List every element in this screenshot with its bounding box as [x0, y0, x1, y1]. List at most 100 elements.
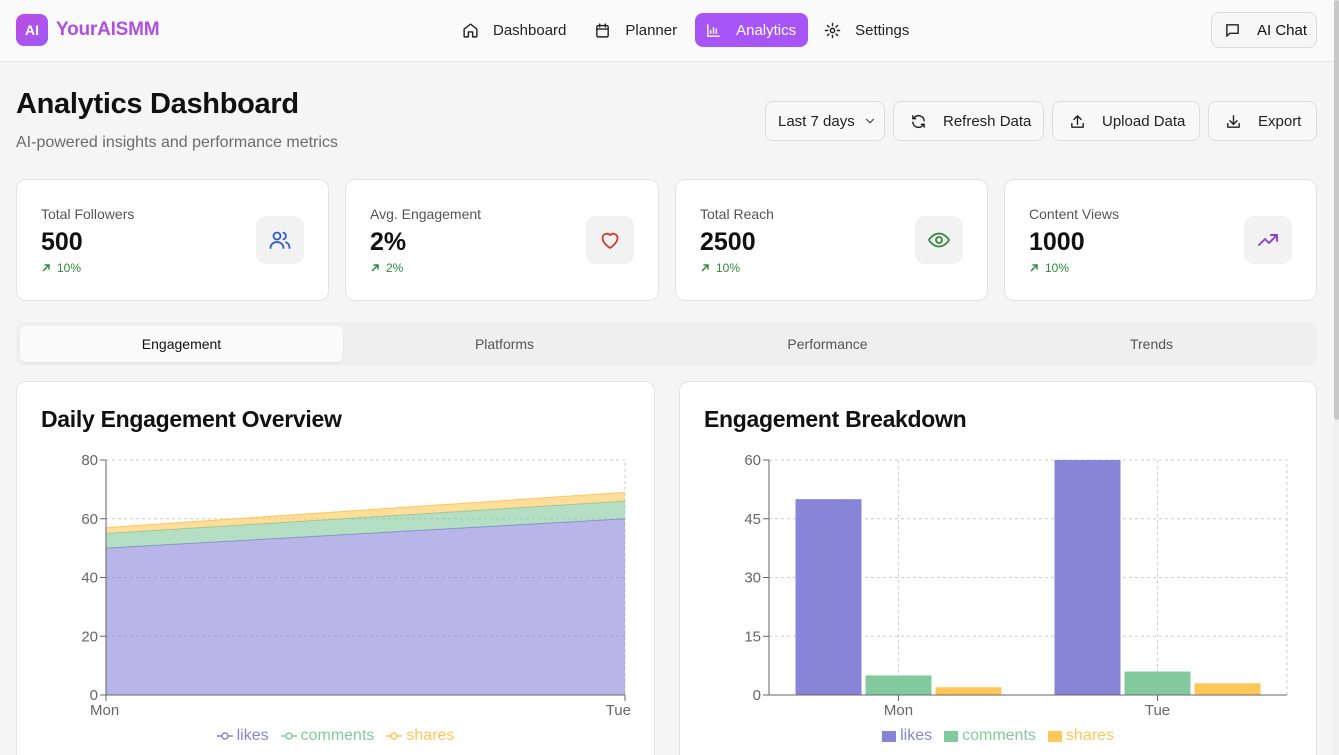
nav-dashboard[interactable]: Dashboard — [452, 13, 578, 47]
legend-comments[interactable]: comments — [944, 727, 1036, 745]
legend-shares[interactable]: shares — [1047, 727, 1114, 745]
legend-shares[interactable]: shares — [386, 727, 454, 745]
y-tick-label: 20 — [81, 628, 98, 645]
x-tick-label: Tue — [606, 702, 631, 719]
bar-likes — [1054, 460, 1121, 695]
nav-settings[interactable]: Settings — [814, 13, 921, 47]
bar-chart: 0 15 30 45 60 Mon Tue — [744, 452, 1288, 719]
arrow-up-right-icon — [42, 264, 50, 272]
message-icon — [1226, 23, 1239, 37]
date-range-select[interactable]: Last 7 days — [765, 101, 885, 141]
stat-card-views: Content Views 1000 10% — [1004, 179, 1317, 301]
stat-card-engagement: Avg. Engagement 2% 2% — [345, 179, 659, 301]
area-comments — [106, 501, 625, 549]
download-icon — [1227, 114, 1240, 128]
upload-label: Upload Data — [1102, 112, 1186, 130]
chart-legend: likes comments shares — [17, 727, 654, 745]
stat-trend-value: 10% — [1045, 261, 1070, 275]
x-tick-label: Mon — [90, 702, 119, 719]
arrow-up-right-icon — [371, 264, 379, 272]
stat-trend-value: 10% — [716, 261, 741, 275]
bar-chart-icon — [707, 23, 720, 37]
nav-analytics[interactable]: Analytics — [695, 13, 809, 47]
stat-value: 2500 — [700, 228, 756, 256]
tab-platforms[interactable]: Platforms — [474, 336, 535, 352]
stat-label: Avg. Engagement — [370, 206, 482, 222]
heart-icon — [586, 216, 634, 264]
legend-label: shares — [1065, 727, 1114, 744]
refresh-data-button[interactable]: Refresh Data — [893, 101, 1044, 141]
gear-icon — [824, 22, 841, 38]
legend-label: shares — [406, 727, 455, 744]
stat-value: 500 — [41, 228, 83, 256]
logo-badge: AI — [16, 14, 48, 46]
tab-performance[interactable]: Performance — [787, 336, 868, 352]
stat-label: Total Reach — [700, 206, 774, 222]
bar-shares — [1194, 683, 1261, 695]
refresh-icon — [912, 114, 925, 128]
line-comments — [105, 500, 626, 534]
bar-likes — [795, 499, 862, 695]
x-tick-label: Mon — [884, 702, 913, 719]
page-title: Analytics Dashboard — [16, 88, 299, 120]
arrow-up-right-icon — [701, 264, 709, 272]
legend-label: likes — [900, 727, 933, 744]
stat-trend: 10% — [41, 261, 81, 275]
arrow-up-right-icon — [1030, 264, 1038, 272]
y-tick-label: 0 — [753, 687, 761, 704]
chart-title: Engagement Breakdown — [704, 406, 967, 432]
nav-label: Dashboard — [493, 21, 567, 39]
app-logo[interactable]: AI YourAISMM — [16, 14, 160, 46]
y-tick-label: 45 — [744, 511, 761, 528]
y-tick-label: 30 — [744, 570, 761, 587]
nav-planner[interactable]: Planner — [584, 13, 689, 47]
scrollbar-thumb[interactable] — [1334, 0, 1339, 420]
legend-swatch — [944, 730, 959, 742]
legend-label: comments — [300, 727, 375, 744]
stat-label: Total Followers — [41, 206, 135, 222]
stat-trend: 10% — [700, 261, 740, 275]
stat-card-reach: Total Reach 2500 10% — [675, 179, 988, 301]
stat-label: Content Views — [1029, 206, 1120, 222]
stat-value: 2% — [370, 228, 407, 256]
tab-trends[interactable]: Trends — [1129, 336, 1174, 352]
legend-comments[interactable]: comments — [280, 727, 375, 745]
scrollbar[interactable] — [1334, 0, 1339, 755]
stat-trend: 2% — [370, 261, 403, 275]
legend-likes[interactable]: likes — [882, 727, 932, 745]
area-chart: 0 20 40 60 80 Mon Tue — [81, 452, 631, 719]
nav-label: Analytics — [736, 21, 797, 39]
y-tick-label: 60 — [81, 511, 98, 528]
stat-trend-value: 2% — [386, 261, 404, 275]
users-icon — [256, 216, 304, 264]
analytics-tabs: Engagement Platforms Performance Trends — [16, 322, 1317, 366]
engagement-breakdown-panel: Engagement Breakdown 0 15 30 45 60 Mon Tue lik… — [679, 381, 1317, 755]
export-button[interactable]: Export — [1208, 101, 1317, 141]
legend-line-icon — [280, 732, 297, 740]
upload-data-button[interactable]: Upload Data — [1052, 101, 1200, 141]
bar-shares — [935, 687, 1002, 695]
legend-line-icon — [216, 732, 233, 740]
eye-icon — [915, 216, 963, 264]
legend-line-icon — [386, 732, 403, 740]
export-label: Export — [1258, 112, 1302, 130]
ai-chat-label: AI Chat — [1257, 21, 1308, 39]
tab-engagement[interactable]: Engagement — [20, 326, 343, 362]
chevron-down-icon — [865, 118, 874, 124]
legend-swatch — [1047, 730, 1062, 742]
y-tick-label: 40 — [81, 570, 98, 587]
ai-chat-button[interactable]: AI Chat — [1211, 12, 1317, 48]
y-tick-label: 80 — [81, 452, 98, 469]
stat-value: 1000 — [1029, 228, 1085, 256]
bar-comments — [1124, 671, 1191, 695]
trending-up-icon — [1244, 216, 1292, 264]
stat-trend-value: 10% — [57, 261, 82, 275]
y-tick-label: 15 — [744, 628, 761, 645]
page-subtitle: AI-powered insights and performance metr… — [16, 134, 338, 151]
refresh-label: Refresh Data — [943, 112, 1032, 130]
legend-likes[interactable]: likes — [216, 727, 269, 745]
legend-swatch — [882, 730, 897, 742]
main-nav: Dashboard Planner Analytics Settings — [452, 13, 921, 47]
stat-card-followers: Total Followers 500 10% — [16, 179, 329, 301]
top-navbar: AI YourAISMM Dashboard Planner Analytics… — [0, 0, 1334, 62]
